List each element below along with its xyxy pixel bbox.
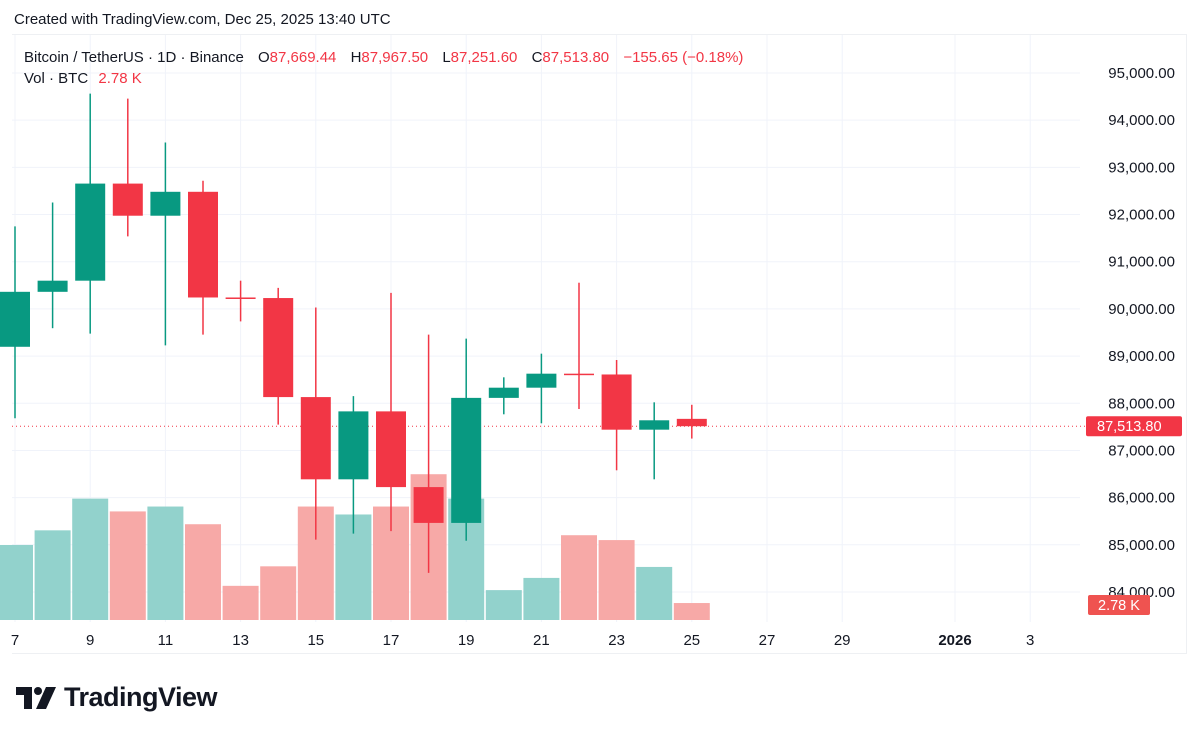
time-tick-label: 17 — [383, 632, 400, 649]
change-value: −155.65 (−0.18%) — [623, 49, 744, 66]
chart-frame — [12, 34, 1187, 654]
candle-body — [338, 411, 369, 480]
tradingview-logo: TradingView — [16, 682, 218, 713]
volume-bar — [485, 590, 522, 620]
symbol-title[interactable]: Bitcoin / TetherUS · 1D · Binance — [24, 49, 244, 66]
volume-bar — [0, 544, 33, 620]
volume-bar — [185, 524, 221, 620]
volume-bar — [523, 577, 560, 620]
time-tick-label: 9 — [86, 632, 94, 649]
price-tick-label: 93,000.00 — [1108, 159, 1175, 176]
candle-body — [488, 387, 519, 398]
time-tick-label: 21 — [533, 632, 550, 649]
price-tick-label: 88,000.00 — [1108, 395, 1175, 412]
volume-bar — [34, 530, 71, 620]
time-tick-label: 13 — [232, 632, 249, 649]
volume-bars — [0, 474, 710, 620]
logo-text: TradingView — [64, 682, 218, 712]
volume-bar — [561, 535, 597, 620]
candle-body — [639, 420, 670, 430]
candle-body — [37, 280, 68, 292]
candle-body — [150, 191, 181, 216]
time-tick-label: 7 — [11, 632, 19, 649]
candle-body — [451, 397, 482, 523]
time-tick-label: 3 — [1026, 632, 1034, 649]
candle-body — [601, 374, 632, 430]
price-tick-label: 95,000.00 — [1108, 65, 1175, 82]
time-tick-label: 23 — [608, 632, 625, 649]
candle-body — [376, 411, 406, 488]
volume-bar — [673, 603, 710, 620]
open-value: 87,669.44 — [269, 49, 337, 66]
volume-bar — [260, 566, 297, 620]
candle-body — [263, 298, 294, 398]
price-tick-label: 85,000.00 — [1108, 537, 1175, 554]
candle-body — [75, 183, 106, 281]
volume-bar — [109, 511, 146, 620]
time-tick-label: 29 — [834, 632, 851, 649]
chart-legend: Bitcoin / TetherUS · 1D · Binance O87,66… — [24, 47, 743, 89]
tradingview-logo-icon — [16, 686, 56, 709]
volume-row: Vol · BTC 2.78 K — [24, 68, 743, 89]
high-label: H — [350, 49, 362, 66]
last-price-label: 87,513.80 — [1097, 419, 1162, 435]
volume-bar — [222, 585, 259, 620]
price-tick-label: 92,000.00 — [1108, 207, 1175, 224]
price-axis: 95,000.00 94,000.00 93,000.00 92,000.00 91,0… — [1108, 65, 1175, 601]
created-with-caption: Created with TradingView.com, Dec 25, 20… — [14, 11, 391, 28]
ohlc-row: Bitcoin / TetherUS · 1D · Binance O87,66… — [24, 47, 743, 68]
last-volume-tag: 2.78 K — [1088, 595, 1150, 616]
candles — [0, 93, 707, 573]
candle-body — [112, 183, 143, 216]
candle-body — [0, 291, 30, 347]
high-value: 87,967.50 — [361, 49, 429, 66]
candle-body — [526, 373, 557, 388]
volume-label: Vol · BTC — [24, 70, 89, 87]
volume-bar — [147, 506, 184, 620]
close-value: 87,513.80 — [542, 49, 610, 66]
time-tick-label: 2026 — [938, 632, 971, 649]
candle-body — [225, 297, 256, 299]
candle-body — [564, 373, 594, 376]
price-tick-label: 89,000.00 — [1108, 348, 1175, 365]
open-label: O — [258, 49, 270, 66]
last-price-tag: 87,513.80 — [1086, 416, 1182, 437]
candle-body — [676, 418, 707, 427]
price-tick-label: 91,000.00 — [1108, 254, 1175, 271]
time-tick-label: 27 — [759, 632, 776, 649]
candle-body — [300, 397, 331, 480]
price-tick-label: 86,000.00 — [1108, 490, 1175, 507]
volume-bar — [636, 566, 673, 620]
volume-bar — [598, 540, 635, 620]
price-tick-label: 90,000.00 — [1108, 301, 1175, 318]
close-label: C — [531, 49, 543, 66]
low-value: 87,251.60 — [450, 49, 518, 66]
low-label: L — [442, 49, 451, 66]
volume-value: 2.78 K — [98, 70, 142, 87]
time-tick-label: 15 — [307, 632, 324, 649]
time-tick-label: 11 — [158, 632, 174, 649]
time-axis: 7 9 11 13 15 17 19 21 23 25 27 29 2026 3 — [11, 632, 1035, 649]
candle-body — [188, 191, 218, 298]
time-tick-label: 25 — [683, 632, 700, 649]
candle-body — [413, 487, 444, 523]
price-tick-label: 94,000.00 — [1108, 112, 1175, 129]
last-volume-label: 2.78 K — [1098, 598, 1140, 614]
time-tick-label: 19 — [458, 632, 475, 649]
price-tick-label: 87,000.00 — [1108, 442, 1175, 459]
volume-bar — [72, 498, 109, 620]
